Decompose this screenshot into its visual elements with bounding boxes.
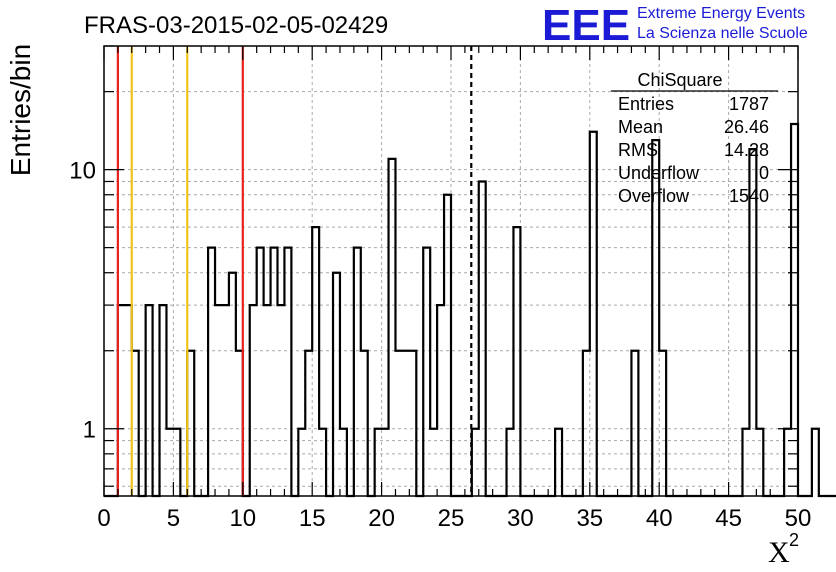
stats-value: 14.28: [724, 140, 769, 160]
x-tick-label: 0: [97, 505, 110, 532]
stats-value: 1787: [729, 94, 769, 114]
stats-label: Entries: [618, 94, 674, 114]
histogram-bar: [395, 351, 402, 496]
x-tick-label: 15: [299, 505, 326, 532]
chart-title: FRAS-03-2015-02-05-02429: [84, 12, 388, 39]
y-axis-title: Entries/bin: [5, 44, 36, 176]
stats-label: Overflow: [618, 186, 690, 206]
x-axis-title-sup: 2: [789, 530, 799, 550]
stats-value: 26.46: [724, 117, 769, 137]
x-tick-label: 5: [167, 505, 180, 532]
histogram-bar: [215, 305, 222, 496]
histogram-bars: [104, 122, 836, 498]
tick-labels: 0 5 10 15 20 25 30 35 40 45 50 1 10: [69, 158, 811, 532]
histogram-bar: [278, 305, 285, 496]
histogram-bar: [264, 305, 271, 496]
stats-value: 0: [759, 163, 769, 183]
y-tick-label: 1: [83, 417, 96, 444]
axis-ticks: [103, 45, 799, 496]
logo-line1: Extreme Energy Events: [637, 5, 805, 22]
stats-box-name: ChiSquare: [637, 70, 722, 90]
stats-label: Underflow: [618, 163, 700, 183]
x-tick-label: 50: [785, 505, 812, 532]
x-tick-label: 20: [368, 505, 395, 532]
x-tick-label: 25: [438, 505, 465, 532]
x-tick-label: 10: [229, 505, 256, 532]
grid-lines: [104, 45, 798, 496]
histogram-outline: [104, 122, 836, 498]
eee-logo: EEE Extreme Energy Events La Scienza nel…: [542, 1, 808, 50]
stats-value: 1540: [729, 186, 769, 206]
logo-mark: EEE: [542, 1, 630, 50]
y-tick-label: 10: [69, 158, 96, 185]
x-axis-title: X 2: [768, 530, 799, 569]
stats-label: Mean: [618, 117, 663, 137]
x-tick-label: 35: [576, 505, 603, 532]
x-axis-title-base: X: [768, 536, 790, 569]
histogram-bar: [222, 305, 229, 496]
stats-label: RMS: [618, 140, 658, 160]
marker-lines: [116, 46, 473, 496]
x-tick-label: 40: [646, 505, 673, 532]
logo-line2: La Scienza nelle Scuole: [637, 25, 808, 42]
histogram-bar: [402, 351, 409, 496]
x-tick-label: 30: [507, 505, 534, 532]
x-tick-label: 45: [715, 505, 742, 532]
stats-box: ChiSquare Entries 1787 Mean 26.46 RMS 14.28 Un…: [611, 70, 778, 206]
